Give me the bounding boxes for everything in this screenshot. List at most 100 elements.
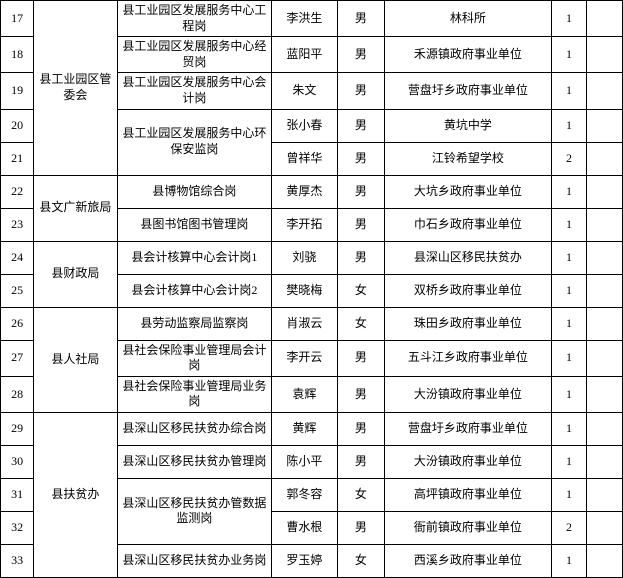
- cell-name: 朱文: [272, 73, 337, 109]
- cell-unit: 珠田乡政府事业单位: [385, 307, 552, 340]
- cell-position: 县深山区移民扶贫办管数据监测岗: [117, 478, 272, 544]
- cell-index: 22: [1, 175, 34, 208]
- table-row: 29县扶贫办县深山区移民扶贫办综合岗黄辉男营盘圩乡政府事业单位1: [1, 412, 623, 445]
- cell-unit: 林科所: [385, 1, 552, 37]
- cell-department: 县工业园区管委会: [34, 1, 117, 176]
- table-row: 22县文广新旅局县博物馆综合岗黄厚杰男大坑乡政府事业单位1: [1, 175, 623, 208]
- cell-department: 县人社局: [34, 307, 117, 412]
- cell-unit: 禾源镇政府事业单位: [385, 37, 552, 73]
- cell-blank: [587, 307, 623, 340]
- cell-position: 县工业园区发展服务中心环保安监岗: [117, 109, 272, 175]
- cell-number: 2: [551, 511, 587, 544]
- cell-position: 县工业园区发展服务中心会计岗: [117, 73, 272, 109]
- cell-name: 肖淑云: [272, 307, 337, 340]
- cell-sex: 男: [337, 73, 385, 109]
- cell-number: 1: [551, 73, 587, 109]
- cell-sex: 男: [337, 142, 385, 175]
- cell-blank: [587, 445, 623, 478]
- cell-unit: 五斗江乡政府事业单位: [385, 340, 552, 376]
- cell-name: 李开云: [272, 340, 337, 376]
- cell-index: 24: [1, 241, 34, 274]
- cell-position: 县博物馆综合岗: [117, 175, 272, 208]
- cell-department: 县扶贫办: [34, 412, 117, 577]
- cell-position: 县深山区移民扶贫办业务岗: [117, 544, 272, 577]
- cell-sex: 男: [337, 1, 385, 37]
- cell-index: 23: [1, 208, 34, 241]
- cell-number: 1: [551, 208, 587, 241]
- cell-index: 33: [1, 544, 34, 577]
- cell-blank: [587, 412, 623, 445]
- cell-name: 罗玉婷: [272, 544, 337, 577]
- cell-blank: [587, 478, 623, 511]
- cell-position: 县社会保险事业管理局会计岗: [117, 340, 272, 376]
- cell-number: 1: [551, 412, 587, 445]
- cell-name: 黄辉: [272, 412, 337, 445]
- cell-index: 17: [1, 1, 34, 37]
- cell-index: 30: [1, 445, 34, 478]
- cell-unit: 高坪镇政府事业单位: [385, 478, 552, 511]
- cell-position: 县工业园区发展服务中心工程岗: [117, 1, 272, 37]
- cell-unit: 西溪乡政府事业单位: [385, 544, 552, 577]
- cell-name: 郭冬容: [272, 478, 337, 511]
- cell-index: 32: [1, 511, 34, 544]
- cell-blank: [587, 208, 623, 241]
- cell-number: 2: [551, 142, 587, 175]
- cell-number: 1: [551, 37, 587, 73]
- cell-sex: 女: [337, 478, 385, 511]
- cell-number: 1: [551, 307, 587, 340]
- cell-unit: 大汾镇政府事业单位: [385, 445, 552, 478]
- cell-name: 袁辉: [272, 376, 337, 412]
- cell-position: 县深山区移民扶贫办管理岗: [117, 445, 272, 478]
- cell-name: 刘骁: [272, 241, 337, 274]
- cell-name: 李开拓: [272, 208, 337, 241]
- cell-unit: 营盘圩乡政府事业单位: [385, 73, 552, 109]
- cell-position: 县劳动监察局监察岗: [117, 307, 272, 340]
- cell-name: 曹水根: [272, 511, 337, 544]
- cell-index: 25: [1, 274, 34, 307]
- cell-index: 27: [1, 340, 34, 376]
- cell-sex: 女: [337, 274, 385, 307]
- cell-sex: 男: [337, 175, 385, 208]
- table-row: 26县人社局县劳动监察局监察岗肖淑云女珠田乡政府事业单位1: [1, 307, 623, 340]
- cell-department: 县财政局: [34, 241, 117, 307]
- cell-sex: 男: [337, 445, 385, 478]
- cell-department: 县文广新旅局: [34, 175, 117, 241]
- cell-blank: [587, 109, 623, 142]
- cell-position: 县工业园区发展服务中心经贸岗: [117, 37, 272, 73]
- cell-unit: 营盘圩乡政府事业单位: [385, 412, 552, 445]
- cell-unit: 巾石乡政府事业单位: [385, 208, 552, 241]
- cell-unit: 黄坑中学: [385, 109, 552, 142]
- cell-blank: [587, 376, 623, 412]
- cell-blank: [587, 241, 623, 274]
- cell-index: 31: [1, 478, 34, 511]
- cell-blank: [587, 37, 623, 73]
- cell-position: 县会计核算中心会计岗2: [117, 274, 272, 307]
- cell-position: 县会计核算中心会计岗1: [117, 241, 272, 274]
- cell-number: 1: [551, 340, 587, 376]
- cell-unit: 双桥乡政府事业单位: [385, 274, 552, 307]
- cell-position: 县深山区移民扶贫办综合岗: [117, 412, 272, 445]
- cell-index: 18: [1, 37, 34, 73]
- personnel-table: 17县工业园区管委会县工业园区发展服务中心工程岗李洪生男林科所118 县工业园区发…: [0, 0, 623, 578]
- cell-sex: 男: [337, 340, 385, 376]
- table-row: 17县工业园区管委会县工业园区发展服务中心工程岗李洪生男林科所1: [1, 1, 623, 37]
- table-row: 24县财政局县会计核算中心会计岗1刘骁男县深山区移民扶贫办1: [1, 241, 623, 274]
- cell-sex: 男: [337, 208, 385, 241]
- cell-number: 1: [551, 175, 587, 208]
- cell-number: 1: [551, 445, 587, 478]
- cell-sex: 男: [337, 511, 385, 544]
- cell-index: 29: [1, 412, 34, 445]
- cell-sex: 女: [337, 544, 385, 577]
- cell-index: 19: [1, 73, 34, 109]
- cell-position: 县图书馆图书管理岗: [117, 208, 272, 241]
- cell-sex: 男: [337, 109, 385, 142]
- cell-blank: [587, 175, 623, 208]
- cell-unit: 衙前镇政府事业单位: [385, 511, 552, 544]
- cell-number: 1: [551, 1, 587, 37]
- cell-position: 县社会保险事业管理局业务岗: [117, 376, 272, 412]
- cell-sex: 男: [337, 376, 385, 412]
- cell-index: 21: [1, 142, 34, 175]
- cell-blank: [587, 142, 623, 175]
- cell-name: 蓝阳平: [272, 37, 337, 73]
- cell-number: 1: [551, 109, 587, 142]
